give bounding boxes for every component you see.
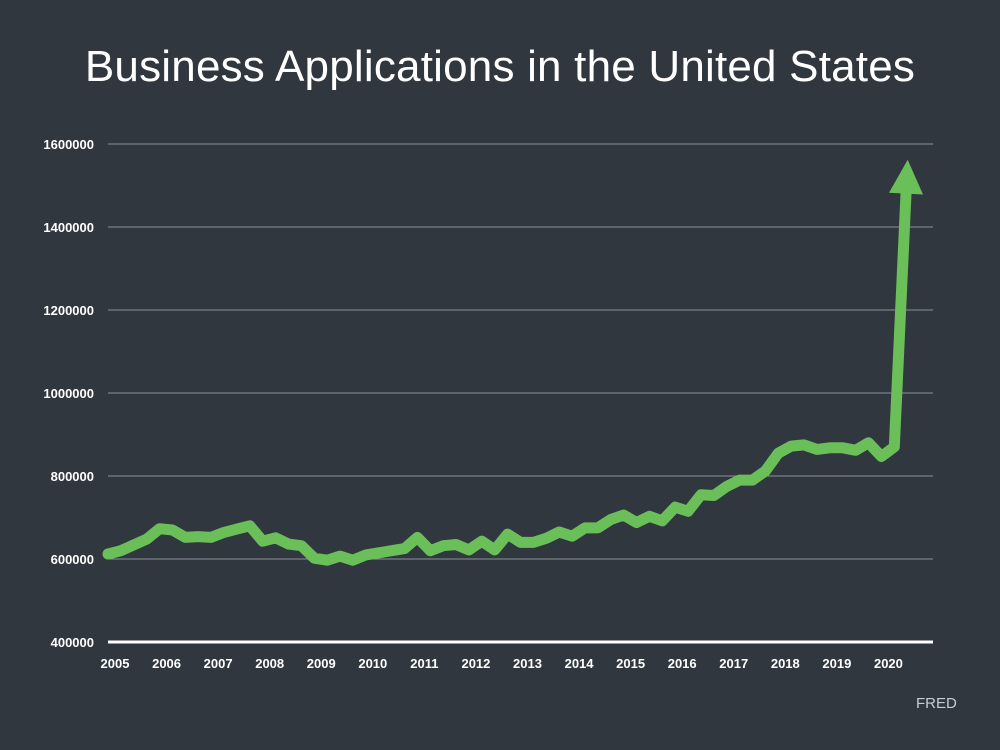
x-tick-label: 2017 (719, 656, 748, 671)
source-label: FRED (916, 695, 957, 712)
chart-title: Business Applications in the United Stat… (84, 42, 916, 91)
x-tick-label: 2016 (668, 656, 697, 671)
x-tick-label: 2014 (565, 656, 595, 671)
x-axis-tick-labels: 2005 2006 2007 2008 2009 2010 2011 2012 2013 2014… (101, 656, 903, 671)
x-tick-label: 2012 (461, 656, 490, 671)
x-tick-label: 2008 (255, 656, 284, 671)
y-tick-label: 1600000 (43, 137, 94, 152)
x-tick-label: 2020 (874, 656, 903, 671)
x-tick-label: 2013 (513, 656, 542, 671)
x-tick-label: 2009 (307, 656, 336, 671)
y-tick-label: 1400000 (43, 220, 94, 235)
x-tick-label: 2011 (410, 656, 438, 671)
y-tick-label: 800000 (51, 469, 94, 484)
x-tick-label: 2019 (822, 656, 851, 671)
y-axis-tick-labels: 400000 600000 800000 1000000 1200000 1400000 1… (43, 137, 94, 650)
series-line (102, 184, 912, 566)
y-tick-label: 1000000 (43, 386, 94, 401)
gridlines (108, 143, 933, 560)
x-tick-label: 2010 (358, 656, 387, 671)
y-tick-label: 1200000 (43, 303, 94, 318)
x-tick-label: 2015 (616, 656, 645, 671)
y-tick-label: 600000 (51, 552, 94, 567)
y-tick-label: 400000 (51, 635, 94, 650)
x-tick-label: 2005 (101, 656, 130, 671)
x-tick-label: 2006 (152, 656, 181, 671)
arrowhead (889, 159, 923, 195)
x-tick-label: 2018 (771, 656, 800, 671)
series-layer (102, 159, 923, 566)
x-tick-label: 2007 (204, 656, 233, 671)
